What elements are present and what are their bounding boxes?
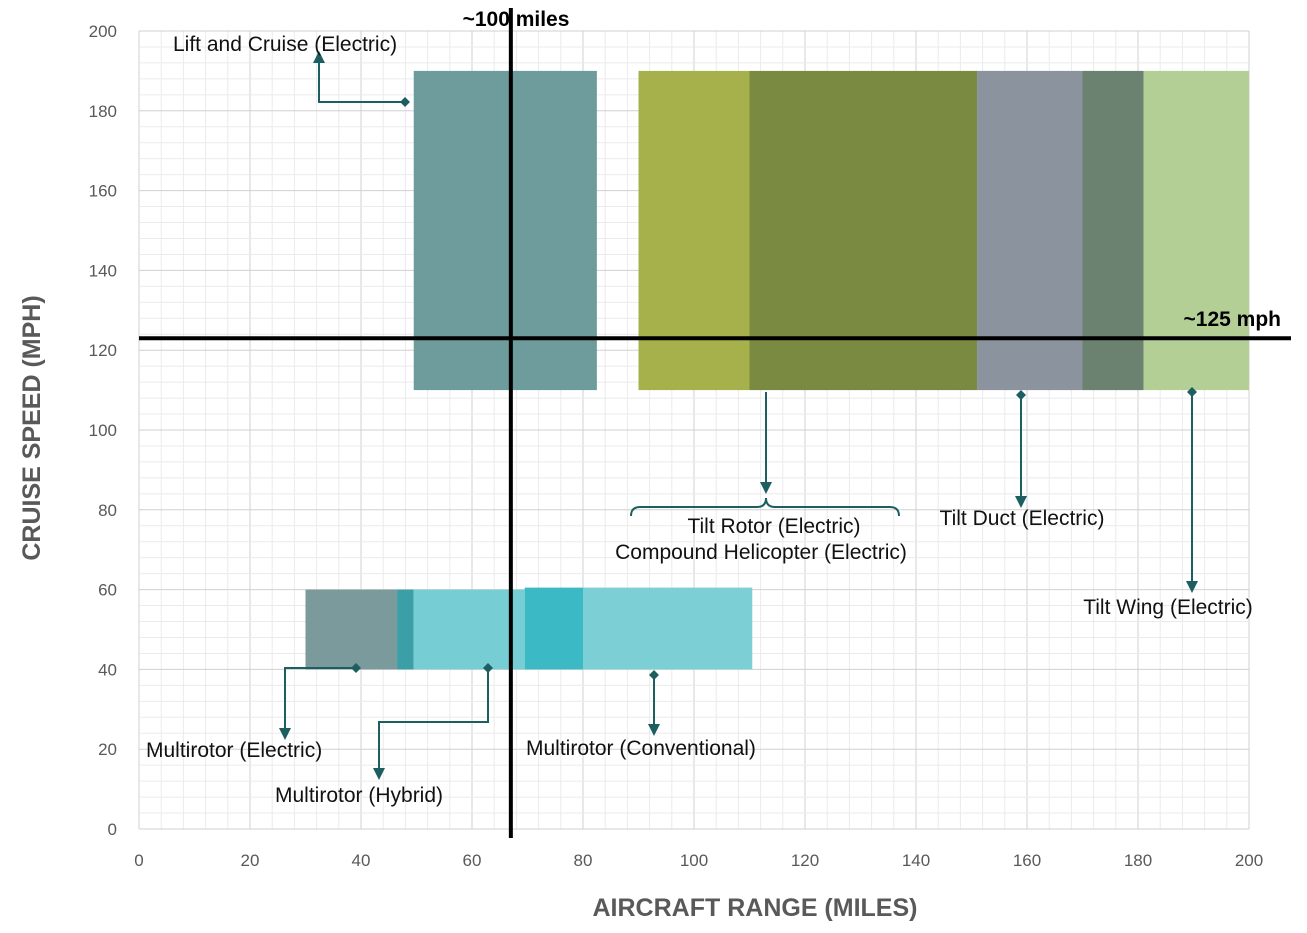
range-reference-label: ~100 miles: [463, 8, 570, 31]
annotation-connectors: [279, 51, 1198, 780]
x-tick-label: 200: [1235, 851, 1263, 870]
y-tick-label: 120: [89, 341, 117, 360]
y-tick-label: 0: [108, 820, 117, 839]
capability-regions: [305, 70, 1249, 670]
x-tick-label: 100: [680, 851, 708, 870]
y-tick-label: 180: [89, 102, 117, 121]
x-tick-label: 180: [1124, 851, 1152, 870]
region-multirotor-hybrid: [413, 589, 525, 670]
tilt-wing-label: Tilt Wing (Electric): [1083, 596, 1253, 619]
reference-lines: [139, 8, 1291, 838]
x-tick-label: 60: [463, 851, 482, 870]
region-multirotor-conventional: [583, 587, 753, 670]
x-tick-label: 140: [902, 851, 930, 870]
region-lift-and-cruise-electric: [413, 70, 597, 391]
multirotor-electric-label: Multirotor (Electric): [146, 739, 322, 762]
region-multirotor-hybrid-conventional-overlap: [524, 587, 583, 670]
multirotor-electric-connector: [279, 663, 361, 740]
compound-helicopter-label: Compound Helicopter (Electric): [615, 541, 907, 564]
x-tick-label: 160: [1013, 851, 1041, 870]
y-tick-label: 20: [98, 740, 117, 759]
x-tick-label: 20: [241, 851, 260, 870]
region-tilt-rotor-compound-helicopter-overlap: [749, 70, 978, 391]
axis-ticks: 0 20 40 60 80 100 120 140 160 180 200 0 20 40 60 80 100 1…: [89, 22, 1264, 870]
y-tick-label: 200: [89, 22, 117, 41]
x-tick-label: 80: [574, 851, 593, 870]
speed-reference-label: ~125 mph: [1184, 308, 1281, 331]
tilt-rotor-brace: [630, 497, 900, 517]
y-tick-label: 100: [89, 421, 117, 440]
y-tick-label: 80: [98, 501, 117, 520]
region-tilt-wing-electric: [1143, 70, 1249, 391]
x-axis-title: AIRCRAFT RANGE (MILES): [593, 894, 918, 922]
y-tick-label: 160: [89, 182, 117, 201]
y-tick-label: 60: [98, 581, 117, 600]
x-tick-label: 0: [134, 851, 143, 870]
x-tick-label: 40: [352, 851, 371, 870]
region-multirotor-overlap: [397, 589, 414, 670]
lift-cruise-label: Lift and Cruise (Electric): [173, 33, 397, 56]
multirotor-hybrid-connector: [373, 663, 493, 780]
y-tick-label: 40: [98, 660, 117, 679]
region-tilt-duct-electric: [977, 70, 1083, 391]
x-tick-label: 120: [791, 851, 819, 870]
region-tilt-duct-tilt-wing-overlap: [1082, 70, 1144, 391]
y-axis-title: CRUISE SPEED (MPH): [18, 295, 46, 560]
lift-cruise-connector: [313, 51, 410, 107]
y-tick-label: 140: [89, 261, 117, 280]
region-tilt-rotor-electric: [638, 70, 750, 391]
multirotor-hybrid-label: Multirotor (Hybrid): [275, 784, 443, 807]
region-multirotor-electric: [305, 589, 398, 670]
multirotor-conventional-label: Multirotor (Conventional): [526, 737, 756, 760]
tilt-rotor-label: Tilt Rotor (Electric): [687, 515, 860, 538]
tilt-duct-label: Tilt Duct (Electric): [940, 507, 1105, 530]
